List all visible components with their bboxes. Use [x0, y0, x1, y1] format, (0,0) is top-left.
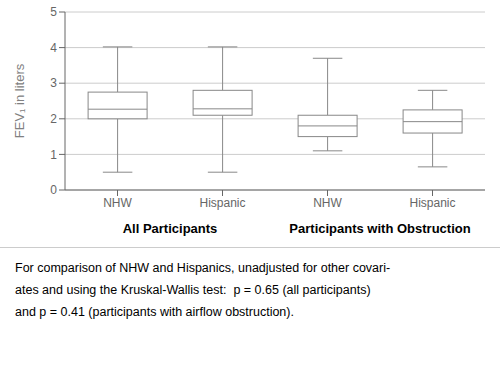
svg-text:1: 1 — [50, 148, 57, 162]
html-text:ates and using the Kruskal-Wal: ates and using the Kruskal-Wallis test: … — [15, 283, 371, 297]
svg-text:FEV₁ in liters: FEV₁ in liters — [12, 63, 27, 138]
svg-text:Hispanic: Hispanic — [199, 196, 245, 210]
html-text:For comparison of NHW and Hisp: For comparison of NHW and Hispanics, una… — [15, 261, 391, 275]
html-text:All Participants: All Participants — [122, 221, 218, 236]
svg-text:3: 3 — [50, 76, 57, 90]
html-text:Participants with Obstruction: Participants with Obstruction — [289, 221, 471, 236]
svg-text:5: 5 — [50, 5, 57, 19]
svg-text:NHW: NHW — [313, 196, 342, 210]
svg-text:0: 0 — [50, 183, 57, 197]
svg-text:Hispanic: Hispanic — [409, 196, 455, 210]
svg-text:NHW: NHW — [103, 196, 132, 210]
svg-text:2: 2 — [50, 112, 57, 126]
html-text:and p = 0.41 (participants wit: and p = 0.41 (participants with airflow … — [15, 305, 294, 319]
svg-text:4: 4 — [50, 41, 57, 55]
